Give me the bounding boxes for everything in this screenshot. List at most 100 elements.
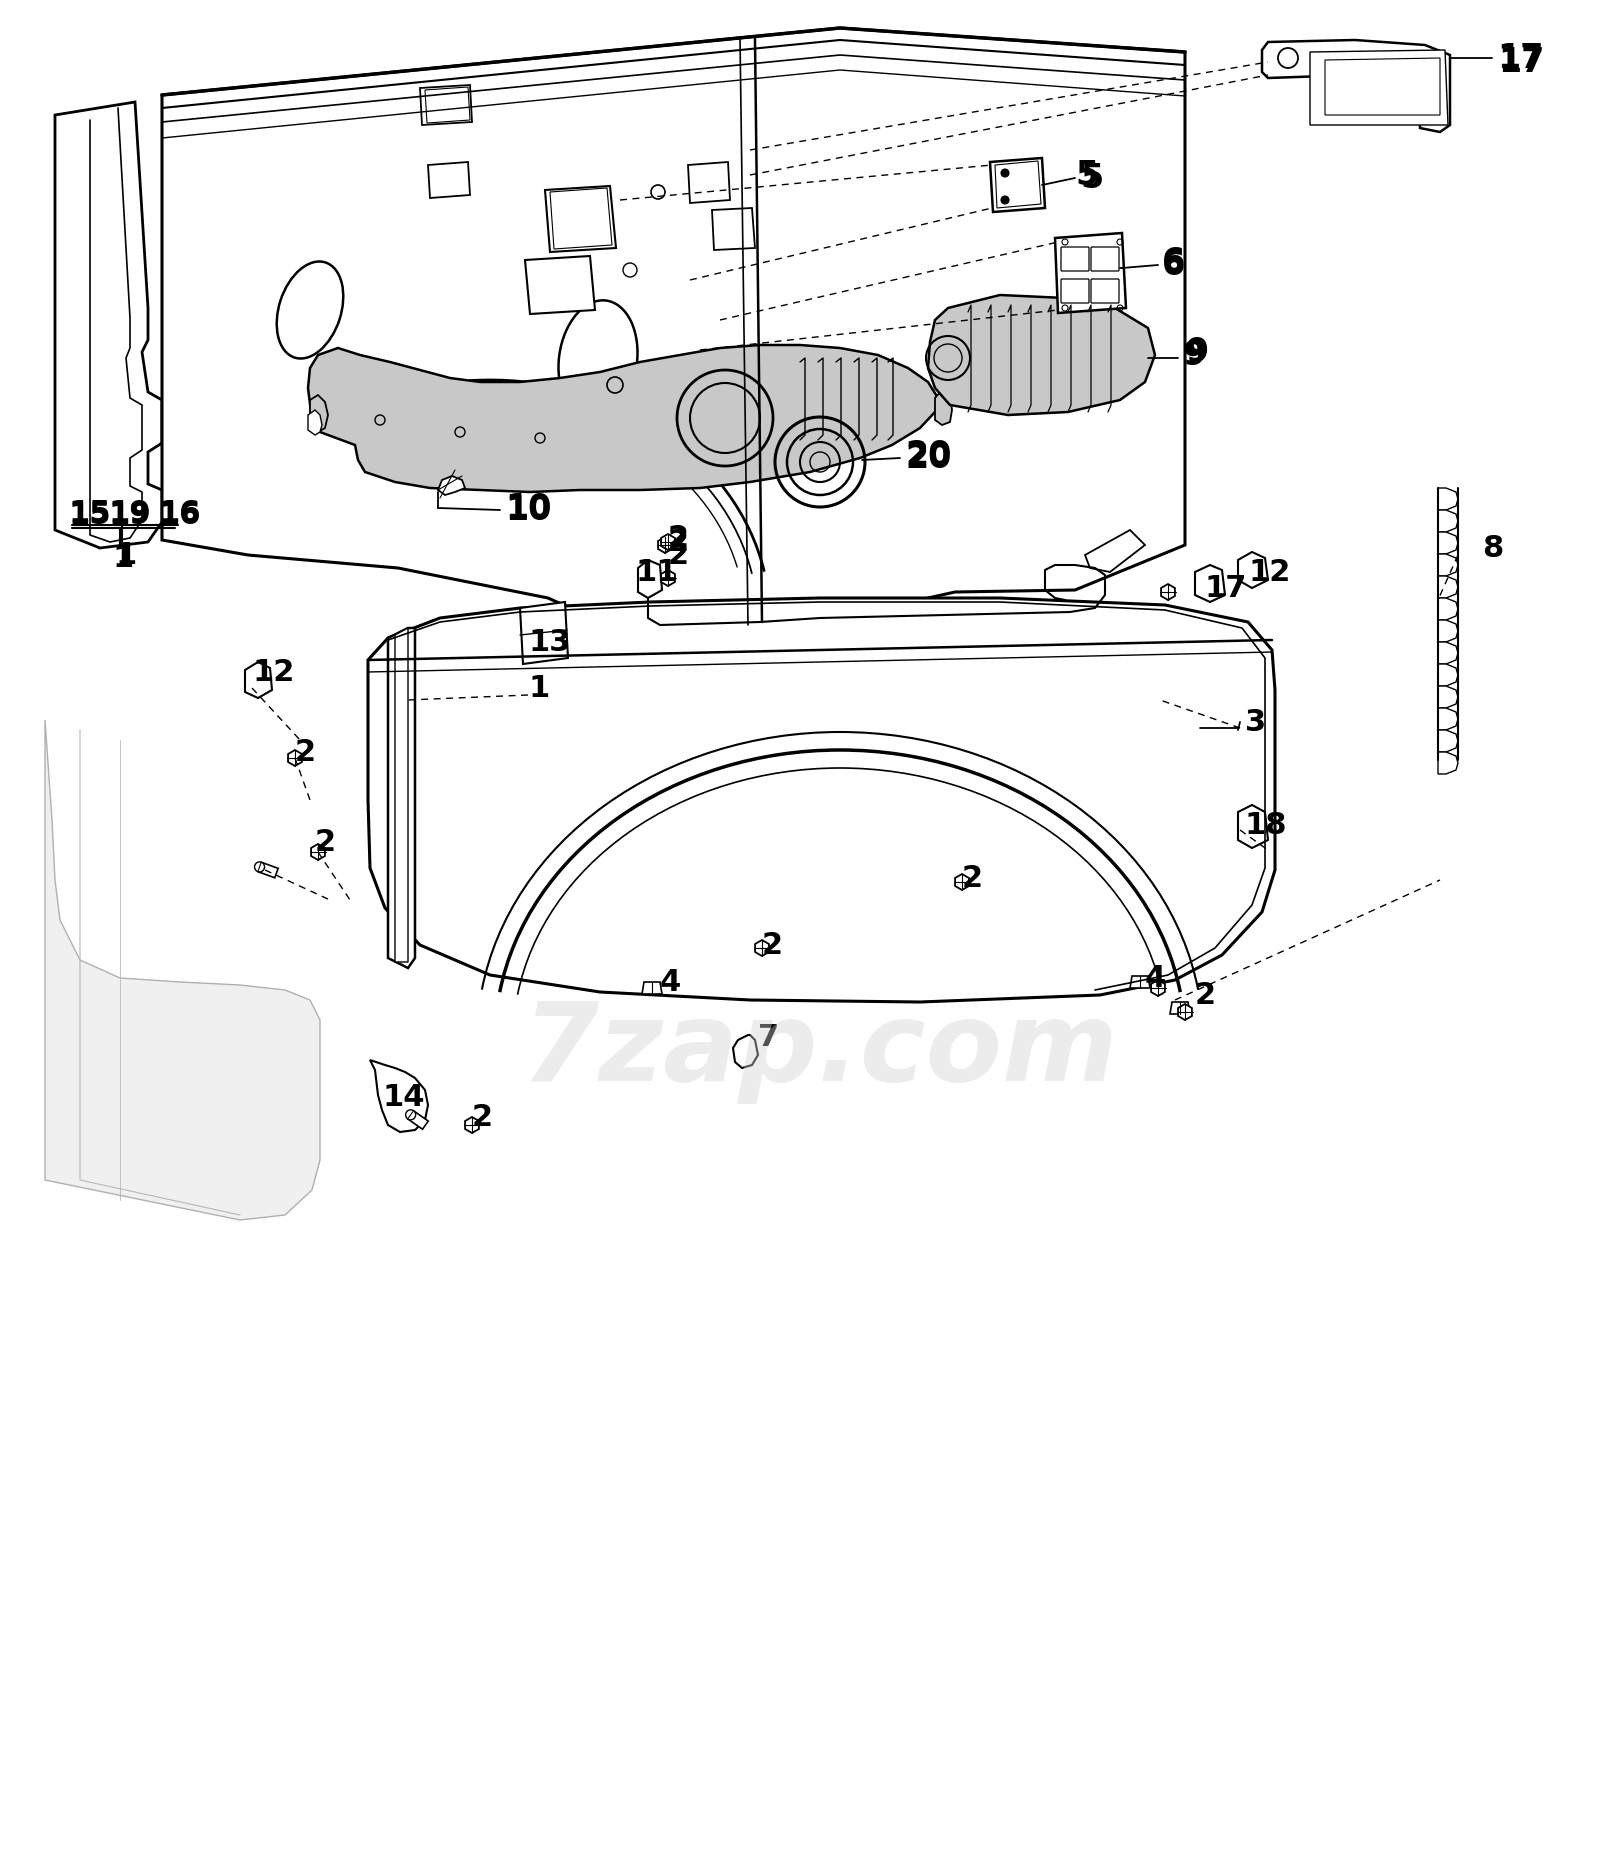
Text: 1: 1 xyxy=(112,543,133,573)
Polygon shape xyxy=(395,628,408,962)
Polygon shape xyxy=(934,389,952,424)
Text: 15: 15 xyxy=(69,498,110,528)
Circle shape xyxy=(1002,169,1010,178)
Text: 17: 17 xyxy=(1498,46,1544,78)
Polygon shape xyxy=(426,87,470,122)
Polygon shape xyxy=(550,187,613,248)
Polygon shape xyxy=(466,1117,478,1132)
Polygon shape xyxy=(642,982,662,993)
Polygon shape xyxy=(370,1060,429,1132)
Text: 10: 10 xyxy=(506,491,552,524)
Text: 2: 2 xyxy=(962,863,982,893)
Polygon shape xyxy=(638,560,662,599)
Text: 6: 6 xyxy=(1162,248,1186,282)
Polygon shape xyxy=(438,476,466,495)
Polygon shape xyxy=(1162,584,1174,600)
Polygon shape xyxy=(520,602,568,663)
Text: 20: 20 xyxy=(906,439,952,471)
Polygon shape xyxy=(712,208,755,250)
Polygon shape xyxy=(525,256,595,313)
Ellipse shape xyxy=(558,300,637,419)
Text: 1: 1 xyxy=(115,541,136,569)
Polygon shape xyxy=(258,862,278,878)
Polygon shape xyxy=(309,410,322,435)
Polygon shape xyxy=(421,85,472,124)
Polygon shape xyxy=(1438,599,1458,621)
Ellipse shape xyxy=(277,261,344,358)
Text: 2: 2 xyxy=(762,930,782,960)
Polygon shape xyxy=(1238,804,1267,849)
Text: 4: 4 xyxy=(661,967,682,997)
Polygon shape xyxy=(1438,576,1458,599)
Text: 2: 2 xyxy=(669,541,690,569)
Text: 18: 18 xyxy=(1245,810,1288,839)
Text: 10: 10 xyxy=(506,493,552,526)
Circle shape xyxy=(406,1110,416,1119)
Text: 3: 3 xyxy=(1245,708,1266,736)
Text: 2: 2 xyxy=(669,528,690,556)
Text: 6: 6 xyxy=(1162,245,1186,278)
Polygon shape xyxy=(1262,41,1450,132)
Polygon shape xyxy=(733,1036,758,1067)
Polygon shape xyxy=(928,295,1155,415)
Text: 2: 2 xyxy=(315,828,336,856)
Text: 13: 13 xyxy=(528,628,570,656)
Polygon shape xyxy=(288,750,302,765)
Polygon shape xyxy=(658,537,672,552)
Polygon shape xyxy=(1438,641,1458,663)
Polygon shape xyxy=(1438,510,1458,532)
Polygon shape xyxy=(1438,730,1458,752)
FancyBboxPatch shape xyxy=(1061,280,1090,304)
Text: 12: 12 xyxy=(1248,558,1290,587)
Polygon shape xyxy=(1438,686,1458,708)
Text: 5: 5 xyxy=(1075,159,1098,191)
Polygon shape xyxy=(429,161,470,198)
Text: 7: 7 xyxy=(758,1023,779,1053)
Text: 17: 17 xyxy=(1498,41,1544,74)
Polygon shape xyxy=(1150,980,1165,997)
Polygon shape xyxy=(1438,708,1458,730)
Text: 7zap.com: 7zap.com xyxy=(522,997,1118,1104)
Text: 1: 1 xyxy=(528,673,549,702)
Text: 15: 15 xyxy=(69,500,110,530)
Polygon shape xyxy=(309,345,938,493)
Text: 4: 4 xyxy=(1146,964,1166,993)
Text: 2: 2 xyxy=(472,1104,493,1132)
Polygon shape xyxy=(661,534,675,550)
Polygon shape xyxy=(310,843,325,860)
Polygon shape xyxy=(389,628,414,967)
Polygon shape xyxy=(1325,57,1440,115)
Polygon shape xyxy=(1438,752,1458,775)
Text: 8: 8 xyxy=(1482,534,1504,563)
Text: 11: 11 xyxy=(635,558,677,587)
Text: 12: 12 xyxy=(253,658,294,686)
Polygon shape xyxy=(368,599,1275,1002)
Text: 16: 16 xyxy=(158,500,200,530)
Polygon shape xyxy=(1178,1004,1192,1019)
Text: 20: 20 xyxy=(906,441,952,474)
Polygon shape xyxy=(661,571,675,586)
Text: 19: 19 xyxy=(109,500,150,530)
Polygon shape xyxy=(955,875,970,889)
Polygon shape xyxy=(1438,554,1458,576)
Polygon shape xyxy=(755,939,770,956)
Polygon shape xyxy=(245,662,272,699)
Polygon shape xyxy=(408,1110,429,1128)
Text: 2: 2 xyxy=(669,524,690,552)
Polygon shape xyxy=(1195,565,1226,602)
Text: 16: 16 xyxy=(158,498,200,528)
Polygon shape xyxy=(310,395,328,432)
Text: 9: 9 xyxy=(1182,339,1205,371)
Polygon shape xyxy=(1438,532,1458,554)
Text: 2: 2 xyxy=(294,737,317,767)
Circle shape xyxy=(254,862,264,873)
Polygon shape xyxy=(546,185,616,252)
FancyBboxPatch shape xyxy=(1091,246,1118,271)
Polygon shape xyxy=(1238,552,1267,587)
Polygon shape xyxy=(990,158,1045,211)
Polygon shape xyxy=(45,721,320,1219)
Text: 5: 5 xyxy=(1080,161,1104,195)
Polygon shape xyxy=(1085,530,1146,573)
Polygon shape xyxy=(1438,487,1458,510)
FancyBboxPatch shape xyxy=(1061,246,1090,271)
